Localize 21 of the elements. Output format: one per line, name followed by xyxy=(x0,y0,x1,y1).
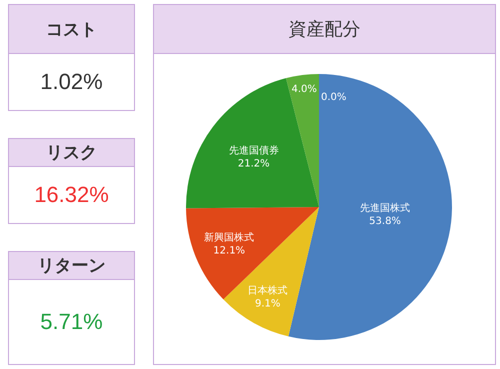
text: 0.0% xyxy=(321,92,346,103)
slice-label: 新興国株式 xyxy=(204,231,254,244)
data-label: 12.1% xyxy=(213,245,246,256)
pie-slice xyxy=(186,78,319,208)
data-label: 9.1% xyxy=(254,298,280,310)
pie-slice xyxy=(288,74,452,340)
text: リスク xyxy=(9,139,134,167)
slice-label: 日本株式 xyxy=(248,284,288,297)
pie-slice xyxy=(186,207,319,300)
data-label: 53.8% xyxy=(369,216,401,228)
text: コスト xyxy=(9,5,134,54)
text: 5.71% xyxy=(39,308,104,336)
text: 1.02% xyxy=(39,68,104,96)
text: リターン xyxy=(9,252,134,280)
pie-slice xyxy=(286,74,319,207)
text: 16.32% xyxy=(33,181,110,209)
slice-label: 先進国債券 xyxy=(228,144,279,156)
chart-title: 資産配分 xyxy=(154,5,495,54)
slice-label: 先進国株式 xyxy=(360,202,410,214)
data-label: 21.2% xyxy=(238,158,270,170)
data-label: 4.0% xyxy=(292,84,317,96)
